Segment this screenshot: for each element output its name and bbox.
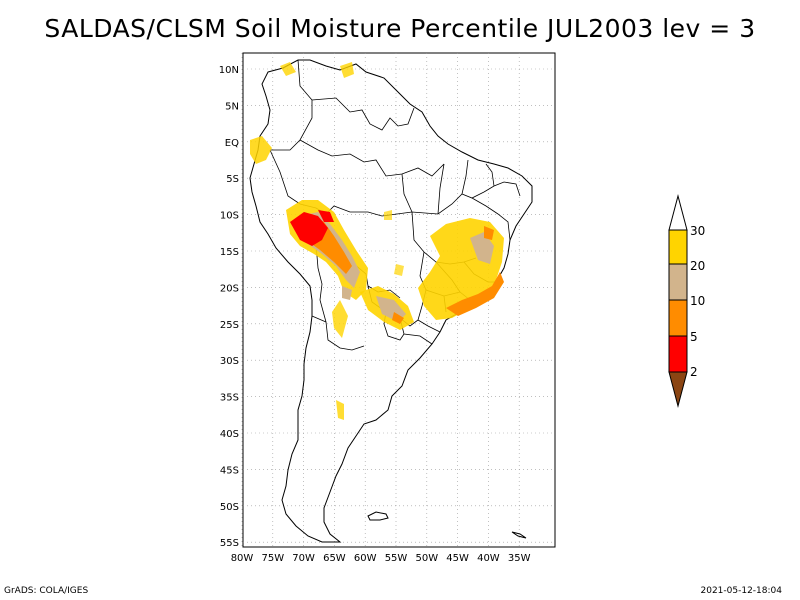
- lat-tick-label: 55S: [220, 538, 239, 549]
- lon-tick-label: 50W: [415, 553, 438, 564]
- south-america-coastline: [249, 59, 533, 543]
- legend-cap-under: [668, 371, 688, 408]
- legend-label-5: 5: [690, 330, 698, 344]
- lat-tick-label: EQ: [225, 138, 239, 149]
- lat-tick-label: 10N: [219, 65, 239, 76]
- lat-tick-label: 45S: [220, 465, 239, 476]
- lon-tick-label: 40W: [477, 553, 500, 564]
- falkland-islands: [367, 511, 389, 521]
- lat-tick-label: 35S: [220, 393, 239, 404]
- lat-tick-label: 25S: [220, 320, 239, 331]
- legend-cap-over: [668, 194, 688, 231]
- lon-tick-label: 80W: [231, 553, 254, 564]
- longitude-labels: 80W 75W 70W 65W 60W 55W 50W 45W 40W 35W: [231, 553, 531, 564]
- lat-tick-label: 10S: [220, 211, 239, 222]
- lon-tick-label: 70W: [292, 553, 315, 564]
- lon-tick-label: 35W: [508, 553, 531, 564]
- lat-tick-label: 50S: [220, 502, 239, 513]
- legend-label-2: 2: [690, 365, 698, 379]
- south-georgia: [511, 531, 527, 539]
- legend-bin-5-10: [668, 299, 688, 337]
- legend-label-20: 20: [690, 259, 705, 273]
- percentile-shading: [250, 62, 504, 420]
- lat-tick-label: 5N: [225, 101, 239, 112]
- lon-tick-label: 75W: [261, 553, 284, 564]
- lat-tick-label: 30S: [220, 356, 239, 367]
- lon-tick-label: 65W: [323, 553, 346, 564]
- lat-tick-label: 5S: [226, 174, 239, 185]
- legend-bin-20-30: [668, 229, 688, 265]
- grads-credit: GrADS: COLA/IGES: [4, 586, 89, 596]
- legend-bin-2-5: [668, 335, 688, 373]
- lon-tick-label: 45W: [446, 553, 469, 564]
- legend-bin-10-20: [668, 263, 688, 301]
- legend-label-30: 30: [690, 224, 705, 238]
- color-legend: 30 20 10 5 2: [668, 194, 705, 408]
- graticule: [241, 53, 555, 547]
- lon-tick-label: 60W: [354, 553, 377, 564]
- lat-tick-label: 20S: [220, 283, 239, 294]
- lat-tick-label: 40S: [220, 429, 239, 440]
- lat-tick-label: 15S: [220, 247, 239, 258]
- legend-label-10: 10: [690, 294, 705, 308]
- latitude-labels: 10N 5N EQ 5S 10S 15S 20S 25S 30S 35S 40S 45S 50S 55S: [219, 65, 239, 549]
- timestamp: 2021-05-12-18:04: [700, 586, 783, 596]
- map-title: SALDAS/CLSM Soil Moisture Percentile JUL…: [44, 14, 756, 43]
- lon-tick-label: 55W: [385, 553, 408, 564]
